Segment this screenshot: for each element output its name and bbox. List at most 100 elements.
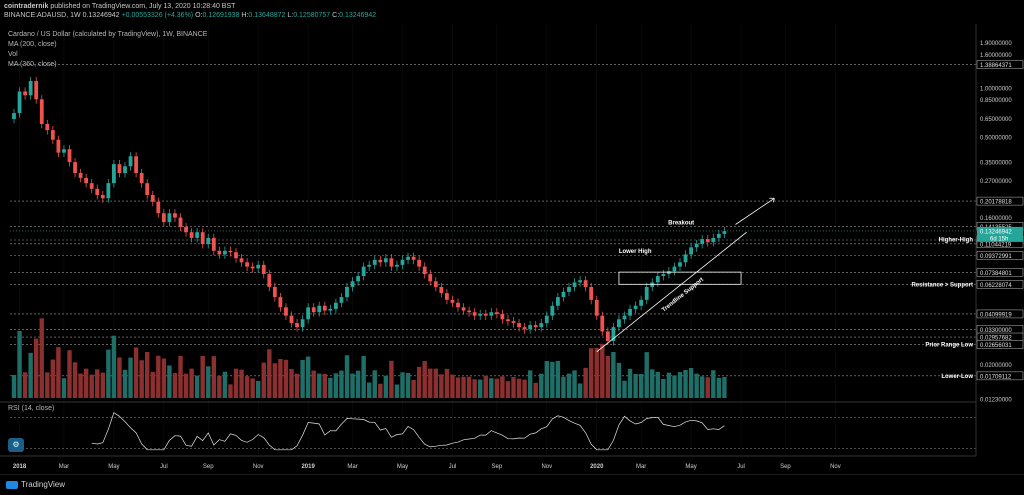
resistance-support-label: Resistance > Support: [911, 282, 973, 288]
lower-high-label: Lower High: [619, 249, 652, 255]
volume-bar: [522, 379, 527, 398]
level-label-box: [976, 280, 1024, 289]
candle-body: [544, 315, 549, 324]
candle-body: [478, 313, 483, 316]
candle-body: [489, 312, 494, 316]
level-label: 0.04099919: [980, 312, 1012, 318]
candle-body: [461, 307, 466, 311]
volume-bar: [700, 376, 705, 398]
volume-bar: [383, 375, 389, 398]
candle-body: [711, 237, 716, 243]
symbol: BINANCE:ADAUSD, 1W: [4, 12, 81, 19]
candle-body: [722, 231, 727, 234]
volume-bar: [83, 368, 89, 398]
publisher-name[interactable]: cointradernik: [4, 3, 49, 10]
candle-body: [389, 258, 394, 267]
volume-bar: [577, 383, 583, 398]
volume-bar: [716, 377, 722, 398]
time-tick-label: May: [685, 464, 696, 470]
volume-bar: [633, 373, 638, 398]
volume-bar: [566, 373, 572, 398]
volume-bar: [233, 368, 239, 398]
price-tick-label: 0.01230000: [980, 398, 1012, 404]
volume-bar: [261, 362, 266, 398]
candle-body: [411, 256, 416, 260]
candle-body: [694, 244, 699, 248]
candle-body: [567, 286, 571, 292]
candle-body: [195, 232, 200, 238]
price-tick-label: 0.85000000: [980, 98, 1012, 104]
volume-bar: [178, 355, 183, 398]
candle-body: [550, 305, 555, 316]
legend-title[interactable]: Cardano / US Dollar (calculated by Tradi…: [8, 31, 208, 38]
volume-bar: [256, 380, 261, 398]
volume-bar: [278, 358, 283, 398]
candle-body: [439, 286, 444, 294]
high-label: H:: [241, 12, 249, 19]
price-tick-label: 0.16000000: [980, 216, 1012, 222]
level-label-box: [976, 251, 1024, 260]
volume-bar: [117, 357, 122, 398]
volume-bar: [139, 360, 144, 398]
candle-body: [617, 319, 621, 328]
candle-body: [605, 331, 610, 341]
candle-body: [56, 139, 61, 153]
legend-ma360[interactable]: MA (360, close): [8, 61, 57, 68]
time-tick-label: May: [108, 464, 119, 470]
candle-body: [161, 213, 166, 223]
legend-vol[interactable]: Vol: [8, 51, 18, 58]
legend-ma200[interactable]: MA (200, close): [8, 41, 57, 48]
volume-bar: [539, 373, 544, 398]
candle-body: [472, 312, 477, 316]
open-value: 0.12691938: [202, 12, 240, 19]
low-value: 0.12580757: [293, 12, 331, 19]
level-label-box: [976, 60, 1024, 69]
rsi-legend[interactable]: RSI (14, close): [8, 405, 55, 412]
candle-body: [539, 323, 544, 328]
volume-bar: [339, 370, 344, 398]
candle-body: [517, 323, 521, 328]
time-tick-label: 2019: [301, 464, 315, 470]
volume-bar: [533, 382, 538, 398]
volume-bar: [200, 355, 205, 398]
volume-bar: [106, 349, 111, 398]
candle-body: [367, 264, 372, 267]
volume-bar: [89, 374, 94, 398]
candle-body: [200, 232, 205, 245]
candle-body: [334, 302, 338, 309]
volume-bar: [672, 375, 677, 398]
volume-bar: [444, 368, 450, 398]
volume-bar: [344, 355, 350, 398]
volume-bar: [133, 347, 139, 398]
volume-bar: [489, 378, 494, 398]
volume-bar: [655, 371, 660, 398]
price-chart[interactable]: Breakout Higher-High Lower High Resistance …: [0, 0, 1024, 474]
volume-bar: [45, 372, 50, 398]
settings-icon[interactable]: ⚙: [8, 438, 24, 452]
volume-bar: [439, 374, 444, 398]
candle-body: [50, 130, 55, 140]
time-tick-label: Sep: [780, 464, 791, 470]
candle-body: [372, 259, 377, 265]
volume-bar: [222, 371, 228, 398]
volume-bar: [244, 376, 250, 398]
candle-body: [345, 286, 349, 298]
volume-bar: [333, 373, 339, 398]
volume-bar: [683, 369, 688, 398]
candle-body: [661, 274, 666, 277]
rsi-line: [91, 412, 725, 451]
close-label: C:: [332, 12, 340, 19]
volume-bar: [472, 379, 477, 398]
volume-bar: [500, 376, 505, 398]
volume-bar: [239, 369, 244, 398]
candle-body: [317, 305, 322, 313]
tradingview-brand[interactable]: TradingView: [6, 480, 65, 489]
volume-bar: [283, 359, 289, 398]
price-tick-label: 0.27000000: [980, 179, 1012, 185]
volume-bar: [650, 369, 655, 398]
level-label-box: [976, 268, 1024, 277]
volume-bar: [56, 347, 61, 398]
candle-body: [272, 286, 277, 298]
time-tick-label: Mar: [347, 464, 357, 470]
candle-body: [289, 315, 294, 324]
